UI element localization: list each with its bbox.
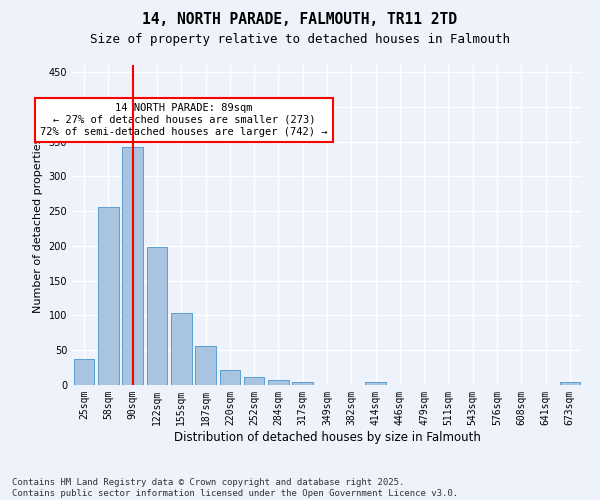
Text: Contains HM Land Registry data © Crown copyright and database right 2025.
Contai: Contains HM Land Registry data © Crown c…	[12, 478, 458, 498]
Bar	[195, 346, 216, 385]
Bar	[365, 382, 386, 385]
Y-axis label: Number of detached properties: Number of detached properties	[33, 138, 43, 312]
Bar	[171, 312, 191, 385]
Bar	[560, 382, 580, 385]
Text: Size of property relative to detached houses in Falmouth: Size of property relative to detached ho…	[90, 32, 510, 46]
Bar	[146, 246, 167, 385]
Bar	[122, 147, 143, 385]
Bar	[268, 380, 289, 385]
Bar	[98, 207, 119, 385]
Bar	[220, 370, 240, 385]
Text: 14 NORTH PARADE: 89sqm
← 27% of detached houses are smaller (273)
72% of semi-de: 14 NORTH PARADE: 89sqm ← 27% of detached…	[40, 104, 328, 136]
X-axis label: Distribution of detached houses by size in Falmouth: Distribution of detached houses by size …	[173, 430, 481, 444]
Bar	[244, 378, 265, 385]
Bar	[74, 360, 94, 385]
Bar	[292, 382, 313, 385]
Text: 14, NORTH PARADE, FALMOUTH, TR11 2TD: 14, NORTH PARADE, FALMOUTH, TR11 2TD	[143, 12, 458, 28]
